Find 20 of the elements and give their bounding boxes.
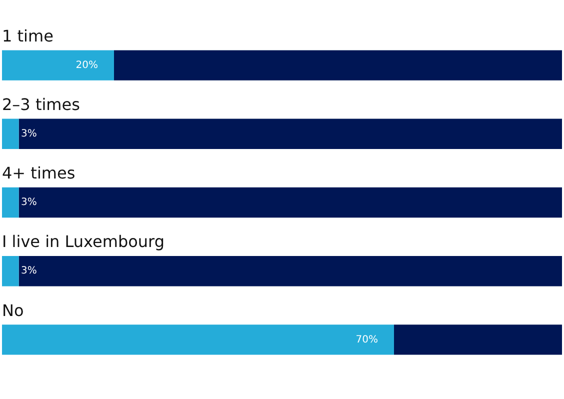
data-label: 3% [20, 266, 37, 277]
bar [18, 118, 562, 149]
bar [2, 187, 19, 218]
bar [18, 187, 562, 218]
bar [2, 324, 394, 355]
y-tick-label: 2–3 times [2, 94, 80, 114]
bar [2, 118, 19, 149]
y-tick-label: I live in Luxembourg [2, 232, 164, 252]
y-tick-label: 4+ times [2, 164, 76, 183]
data-label: 3% [20, 197, 37, 208]
bar [394, 324, 562, 355]
y-tick-label: No [2, 300, 24, 320]
data-label: 3% [20, 128, 37, 140]
y-tick-label: 1 time [2, 26, 54, 46]
bar [2, 256, 19, 286]
data-label: 70% [356, 334, 378, 346]
data-label: 20% [76, 60, 98, 71]
bar [2, 50, 114, 80]
bar [114, 50, 562, 80]
bar [18, 256, 562, 286]
